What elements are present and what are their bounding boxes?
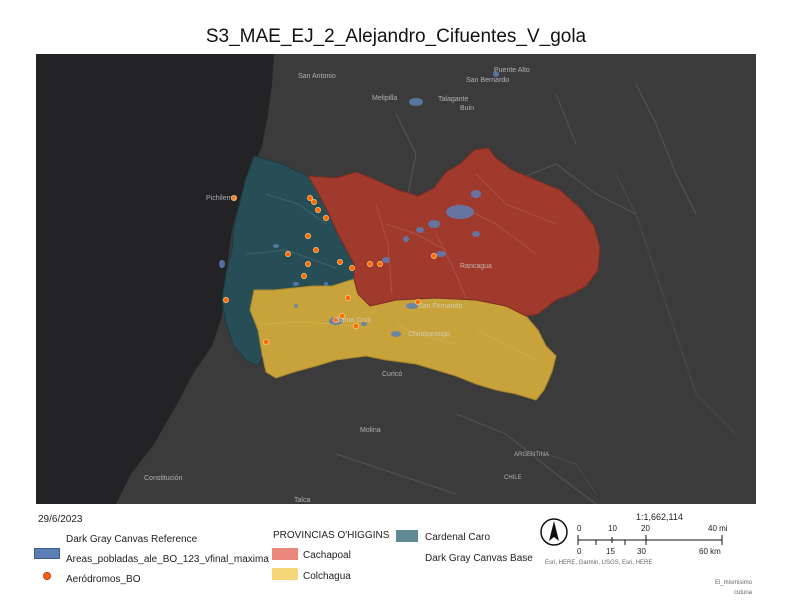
place-label: Molina [360, 427, 381, 434]
aerodrome-point[interactable] [301, 273, 307, 279]
place-label: Buin [460, 105, 474, 112]
legend-populated-swatch [34, 548, 60, 559]
scale-km-60: 60 km [699, 547, 721, 556]
place-label: San Antonio [298, 73, 336, 80]
commune-lines [245, 173, 557, 361]
place-label: Pichilemu [206, 195, 236, 202]
aerodrome-point[interactable] [315, 207, 321, 213]
international-border [545, 173, 737, 495]
scale-mi-20: 20 [641, 524, 650, 533]
legend-cardenal-caro-label: Cardenal Caro [425, 532, 491, 543]
aerodrome-point[interactable] [223, 297, 229, 303]
map-credits: Esri, HERE, Garmin, USGS, Esri, HERE [545, 560, 653, 566]
aerodrome-point[interactable] [323, 215, 329, 221]
scale-mi-0: 0 [577, 524, 582, 533]
place-label: Rancagua [460, 263, 492, 270]
legend-populated-label: Areas_pobladas_ale_BO_123_vfinal_maxima [66, 554, 269, 565]
region-borders [335, 83, 697, 504]
aerodrome-point[interactable] [367, 261, 373, 267]
place-label: Constitución [144, 475, 183, 482]
legend-base-label: Dark Gray Canvas Base [425, 553, 533, 564]
aerodrome-point[interactable] [431, 253, 437, 259]
aerodrome-point[interactable] [349, 265, 355, 271]
legend-provinces-title: PROVINCIAS O'HIGGINS [273, 530, 390, 541]
legend-aerodromes-label: Aeródromos_BO [66, 574, 141, 585]
aerodrome-point[interactable] [285, 251, 291, 257]
aerodrome-point[interactable] [415, 299, 421, 305]
map-date: 29/6/2023 [38, 514, 83, 525]
place-label: Curicó [382, 371, 402, 378]
scale-km-30: 30 [637, 547, 646, 556]
footer-line-2: cutuna [734, 590, 753, 596]
place-label: Talca [294, 497, 310, 504]
aerodrome-point[interactable] [313, 247, 319, 253]
map-canvas[interactable]: San Antonio Melipilla Talagante San Bernard… [36, 54, 756, 504]
scale-ratio: 1:1,662,114 [636, 512, 683, 522]
place-label: Talagante [438, 96, 468, 103]
legend-cachapoal-swatch [272, 548, 298, 560]
aerodrome-point[interactable] [305, 233, 311, 239]
aerodrome-point[interactable] [333, 317, 339, 323]
aerodrome-point[interactable] [231, 195, 237, 201]
aerodrome-point[interactable] [345, 295, 351, 301]
place-label: Melipilla [372, 95, 397, 102]
aerodrome-point[interactable] [337, 259, 343, 265]
aerodrome-point[interactable] [353, 323, 359, 329]
legend-reference-label: Dark Gray Canvas Reference [66, 534, 198, 545]
place-label: Santa Cruz [336, 317, 372, 324]
scale-mi-40: 40 mi [708, 524, 728, 533]
place-label: CHILE [504, 475, 522, 481]
scale-km-0: 0 [577, 547, 582, 556]
aerodrome-point[interactable] [305, 261, 311, 267]
place-labels-layer: San Antonio Melipilla Talagante San Bernard… [144, 67, 549, 504]
map-title: S3_MAE_EJ_2_Alejandro_Cifuentes_V_gola [205, 26, 587, 47]
footer-line-1: El_mismisimo [715, 580, 753, 586]
aerodromes-layer [223, 195, 437, 345]
legend-colchagua-label: Colchagua [303, 571, 351, 582]
scale-mi-10: 10 [608, 524, 617, 533]
aerodrome-point[interactable] [311, 199, 317, 205]
place-label: San Fernando [418, 303, 462, 310]
place-label: ARGENTINA [514, 452, 549, 458]
aerodrome-point[interactable] [377, 261, 383, 267]
north-arrow-icon [540, 518, 568, 546]
place-label: Puente Alto [494, 67, 530, 74]
scale-km-15: 15 [606, 547, 615, 556]
legend-cardenal-caro-swatch [396, 530, 418, 542]
aerodrome-point[interactable] [339, 313, 345, 319]
aerodrome-point[interactable] [263, 339, 269, 345]
aerodrome-symbol-icon [43, 572, 51, 580]
legend-colchagua-swatch [272, 568, 298, 580]
place-label: Chimbarongo [408, 331, 450, 338]
place-label: San Bernardo [466, 77, 509, 84]
province-cachapoal[interactable] [307, 147, 601, 317]
map-frame[interactable]: San Antonio Melipilla Talagante San Bernard… [36, 54, 756, 504]
legend-cachapoal-label: Cachapoal [303, 550, 351, 561]
aerodrome-point[interactable] [307, 195, 313, 201]
populated-areas [219, 71, 499, 337]
scale-bar [577, 535, 723, 545]
